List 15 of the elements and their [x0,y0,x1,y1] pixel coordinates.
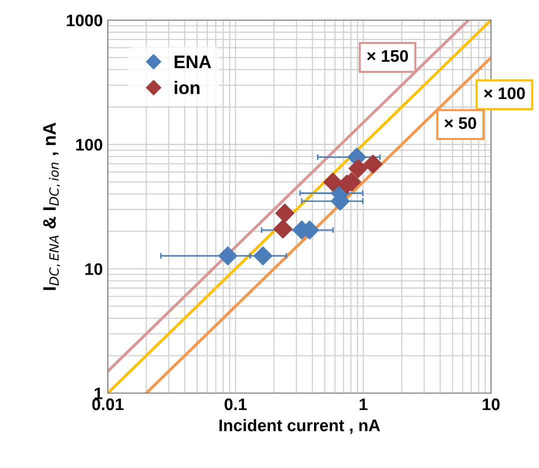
legend-label: ENA [174,56,212,68]
x-tick-label: 10 [482,398,500,410]
y-tick-label: 10 [85,263,102,275]
text: × 100 [484,87,525,100]
series-label: × 150 [367,50,408,62]
x-axis-title: Incident current , nA [220,419,380,434]
y-axis-title: I$_{DC,ENA}$ & I$_{DC,ion}$ , nA [43,122,60,290]
x-tick-label: 1 [360,398,368,410]
y-tick-label: 1000 [66,14,102,26]
x-tick-label: 0.01 [92,398,124,410]
x-tick-label: 0.1 [224,398,247,410]
series-label: × 50 [444,117,476,130]
y-tick-label: 100 [76,138,102,151]
legend-label: ion [174,80,200,94]
y-tick-label: 1 [94,388,102,400]
